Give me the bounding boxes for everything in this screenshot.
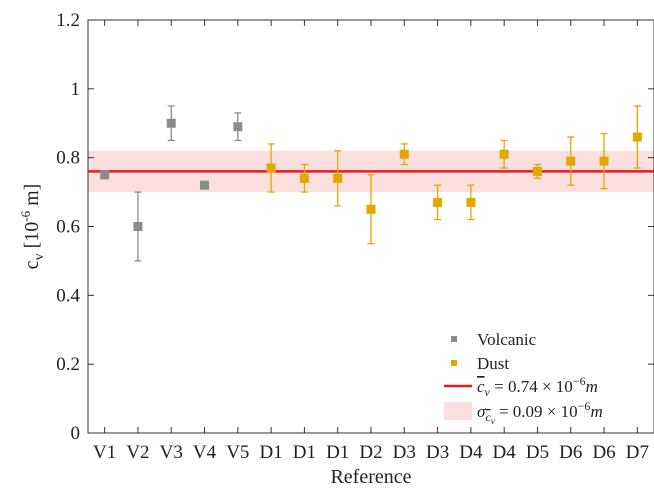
legend-math-exponent: −6 bbox=[578, 399, 591, 413]
data-point-volcanic bbox=[100, 170, 110, 180]
x-tick-label: V5 bbox=[226, 442, 249, 463]
data-point-dust bbox=[466, 197, 476, 207]
data-point-dust bbox=[499, 149, 509, 159]
legend-math-value: = 0.74 × 10 bbox=[490, 377, 573, 396]
data-point-dust bbox=[266, 163, 276, 173]
data-point-dust bbox=[599, 156, 609, 166]
data-point-dust bbox=[433, 197, 443, 207]
legend-marker bbox=[451, 360, 457, 366]
x-tick-label: V4 bbox=[193, 442, 217, 463]
legend-math-subscript: v bbox=[485, 385, 491, 399]
legend-label: Dust bbox=[477, 354, 509, 373]
x-tick-label: V3 bbox=[160, 442, 183, 463]
legend-math-subscript: c bbox=[485, 410, 491, 424]
data-point-dust bbox=[366, 204, 376, 214]
x-tick-label: D6 bbox=[559, 442, 582, 463]
x-tick-label: V2 bbox=[126, 442, 149, 463]
legend-math-value: = 0.09 × 10 bbox=[495, 402, 578, 421]
y-axis-label-unit: [10 bbox=[21, 222, 43, 254]
data-point-dust bbox=[632, 132, 642, 142]
y-axis-label-unit-tail: m] bbox=[21, 184, 43, 211]
x-tick-label: D7 bbox=[626, 442, 649, 463]
y-axis-label-symbol: c bbox=[21, 260, 43, 269]
y-axis-label: cv [10-6 m] bbox=[18, 184, 47, 270]
x-tick-label: V1 bbox=[93, 442, 116, 463]
y-tick-label: 1.2 bbox=[56, 10, 80, 31]
legend-math-unit: m bbox=[590, 402, 602, 421]
legend-label: cv = 0.74 × 10−6m bbox=[477, 374, 598, 399]
legend-math-unit: m bbox=[586, 377, 598, 396]
data-point-dust bbox=[299, 173, 309, 183]
data-point-dust bbox=[532, 166, 542, 176]
data-point-volcanic bbox=[166, 118, 176, 128]
x-tick-label: D4 bbox=[459, 442, 483, 463]
y-tick-label: 1 bbox=[71, 79, 81, 100]
legend-math-symbol: c bbox=[477, 377, 485, 396]
legend-label: Volcanic bbox=[477, 330, 537, 349]
x-tick-label: D1 bbox=[260, 442, 283, 463]
x-tick-label: D1 bbox=[326, 442, 349, 463]
x-tick-label: D3 bbox=[393, 442, 416, 463]
y-tick-label: 0 bbox=[71, 423, 81, 444]
y-axis-label-exponent: -6 bbox=[18, 210, 33, 221]
data-point-volcanic bbox=[200, 180, 210, 190]
y-tick-label: 0.6 bbox=[56, 217, 80, 238]
x-axis-label: Reference bbox=[330, 466, 411, 488]
x-tick-label: D1 bbox=[293, 442, 316, 463]
data-point-volcanic bbox=[233, 122, 243, 132]
legend-patch bbox=[444, 402, 472, 420]
x-tick-label: D2 bbox=[359, 442, 382, 463]
legend-marker bbox=[451, 336, 457, 342]
data-point-dust bbox=[333, 173, 343, 183]
y-axis-label-subscript: v bbox=[32, 253, 47, 260]
data-point-dust bbox=[566, 156, 576, 166]
y-tick-label: 0.4 bbox=[56, 285, 80, 306]
legend-math-subsubscript: v bbox=[491, 416, 495, 426]
data-point-dust bbox=[399, 149, 409, 159]
legend-math-exponent: −6 bbox=[573, 374, 586, 388]
x-tick-label: D3 bbox=[426, 442, 449, 463]
legend-math-symbol: σ bbox=[477, 402, 486, 421]
x-tick-label: D6 bbox=[592, 442, 615, 463]
x-tick-label: D5 bbox=[526, 442, 549, 463]
data-point-volcanic bbox=[133, 222, 143, 231]
legend-label: σcv = 0.09 × 10−6m bbox=[477, 399, 603, 426]
x-tick-label: D4 bbox=[493, 442, 517, 463]
y-tick-label: 0.8 bbox=[56, 148, 80, 169]
y-tick-label: 0.2 bbox=[56, 354, 80, 375]
